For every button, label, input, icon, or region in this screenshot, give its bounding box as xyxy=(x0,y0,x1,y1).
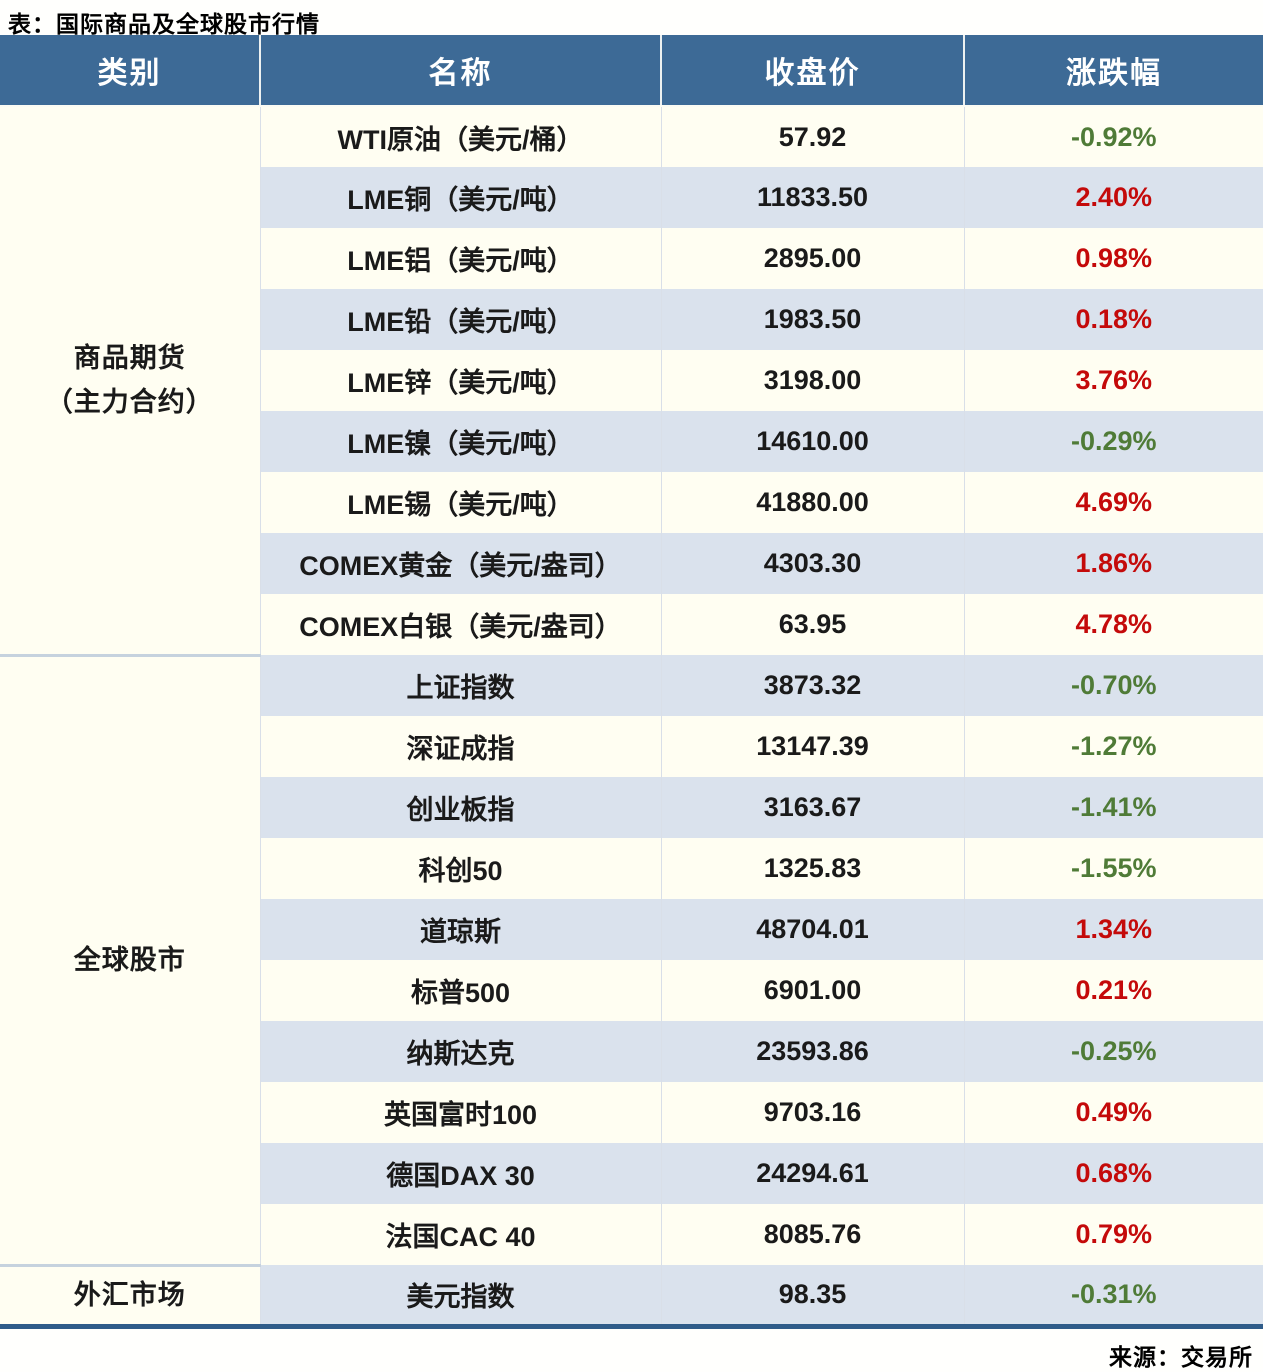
table-row: 德国DAX 30 24294.61 0.68% xyxy=(0,1143,1263,1204)
table-row: LME铜（美元/吨） 11833.50 2.40% xyxy=(0,167,1263,228)
category-label-line: 外汇市场 xyxy=(73,1279,186,1310)
instrument-name: LME锡（美元/吨） xyxy=(259,472,661,533)
table-row: 道琼斯 48704.01 1.34% xyxy=(0,899,1263,960)
instrument-name: 深证成指 xyxy=(259,716,661,777)
table-row: LME锡（美元/吨） 41880.00 4.69% xyxy=(0,472,1263,533)
close-price: 3163.67 xyxy=(660,777,964,838)
table-header: 类别 名称 收盘价 涨跌幅 xyxy=(0,35,1263,107)
instrument-name: 上证指数 xyxy=(259,655,661,716)
table-row: 科创50 1325.83 -1.55% xyxy=(0,838,1263,899)
table-row: LME锌（美元/吨） 3198.00 3.76% xyxy=(0,350,1263,411)
close-price: 63.95 xyxy=(660,594,964,655)
category-cell: 外汇市场 xyxy=(0,1265,260,1326)
change-percent: 0.79% xyxy=(963,1204,1263,1265)
page-title: 表：国际商品及全球股市行情 xyxy=(8,11,320,37)
table-body: 商品期货 （主力合约） WTI原油（美元/桶） 57.92 -0.92% LME铜（美元/… xyxy=(0,106,1263,1326)
instrument-name: LME铅（美元/吨） xyxy=(259,289,661,350)
table-row: 外汇市场 美元指数 98.35 -0.31% xyxy=(0,1265,1263,1326)
instrument-name: 标普500 xyxy=(259,960,661,1021)
instrument-name: COMEX黄金（美元/盎司） xyxy=(259,533,661,594)
instrument-name: LME锌（美元/吨） xyxy=(259,350,661,411)
instrument-name: LME镍（美元/吨） xyxy=(259,411,661,472)
change-percent: 0.49% xyxy=(963,1082,1263,1143)
instrument-name: WTI原油（美元/桶） xyxy=(259,106,661,167)
source-note: 来源：交易所 xyxy=(1109,1343,1253,1370)
col-header-change: 涨跌幅 xyxy=(963,35,1263,107)
change-percent: -0.31% xyxy=(963,1265,1263,1326)
table-row: COMEX白银（美元/盎司） 63.95 4.78% xyxy=(0,594,1263,655)
change-percent: 2.40% xyxy=(963,167,1263,228)
instrument-name: 科创50 xyxy=(259,838,661,899)
instrument-name: 法国CAC 40 xyxy=(259,1204,661,1265)
change-percent: -0.25% xyxy=(963,1021,1263,1082)
change-percent: -0.92% xyxy=(963,106,1263,167)
change-percent: 0.68% xyxy=(963,1143,1263,1204)
close-price: 9703.16 xyxy=(660,1082,964,1143)
table-row: LME铝（美元/吨） 2895.00 0.98% xyxy=(0,228,1263,289)
col-header-name: 名称 xyxy=(259,35,661,107)
close-price: 3198.00 xyxy=(660,350,964,411)
table-row: COMEX黄金（美元/盎司） 4303.30 1.86% xyxy=(0,533,1263,594)
close-price: 11833.50 xyxy=(660,167,964,228)
change-percent: -0.29% xyxy=(963,411,1263,472)
change-percent: 4.78% xyxy=(963,594,1263,655)
category-label-line: 商品期货 xyxy=(73,342,186,373)
change-percent: -1.55% xyxy=(963,838,1263,899)
change-percent: 3.76% xyxy=(963,350,1263,411)
instrument-name: COMEX白银（美元/盎司） xyxy=(259,594,661,655)
change-percent: -0.70% xyxy=(963,655,1263,716)
close-price: 1983.50 xyxy=(660,289,964,350)
table-row: LME铅（美元/吨） 1983.50 0.18% xyxy=(0,289,1263,350)
instrument-name: 纳斯达克 xyxy=(259,1021,661,1082)
instrument-name: 德国DAX 30 xyxy=(259,1143,661,1204)
change-percent: -1.41% xyxy=(963,777,1263,838)
instrument-name: 英国富时100 xyxy=(259,1082,661,1143)
change-percent: 1.86% xyxy=(963,533,1263,594)
category-label-line: 全球股市 xyxy=(73,944,186,975)
table-row: 全球股市 上证指数 3873.32 -0.70% xyxy=(0,655,1263,1267)
table-row: LME镍（美元/吨） 14610.00 -0.29% xyxy=(0,411,1263,472)
col-header-close: 收盘价 xyxy=(660,35,964,107)
close-price: 1325.83 xyxy=(660,838,964,899)
change-percent: 1.34% xyxy=(963,899,1263,960)
table-row: 纳斯达克 23593.86 -0.25% xyxy=(0,1021,1263,1082)
close-price: 48704.01 xyxy=(660,899,964,960)
close-price: 23593.86 xyxy=(660,1021,964,1082)
close-price: 24294.61 xyxy=(660,1143,964,1204)
close-price: 14610.00 xyxy=(660,411,964,472)
table-row: 创业板指 3163.67 -1.41% xyxy=(0,777,1263,838)
change-percent: 0.21% xyxy=(963,960,1263,1021)
category-label-line: （主力合约） xyxy=(45,387,214,418)
close-price: 2895.00 xyxy=(660,228,964,289)
close-price: 98.35 xyxy=(660,1265,964,1326)
table-row: 法国CAC 40 8085.76 0.79% xyxy=(0,1204,1263,1265)
category-cell: 商品期货 （主力合约） xyxy=(0,106,260,657)
close-price: 41880.00 xyxy=(660,472,964,533)
col-header-category: 类别 xyxy=(0,35,260,107)
header-row: 类别 名称 收盘价 涨跌幅 xyxy=(0,35,1263,107)
market-table: 类别 名称 收盘价 涨跌幅 商品期货 （主力合约） WTI原油（美元/桶） 57.92… xyxy=(0,35,1263,1329)
instrument-name: LME铜（美元/吨） xyxy=(259,167,661,228)
change-percent: 0.98% xyxy=(963,228,1263,289)
instrument-name: 道琼斯 xyxy=(259,899,661,960)
instrument-name: LME铝（美元/吨） xyxy=(259,228,661,289)
close-price: 6901.00 xyxy=(660,960,964,1021)
close-price: 8085.76 xyxy=(660,1204,964,1265)
close-price: 57.92 xyxy=(660,106,964,167)
table-row: 标普500 6901.00 0.21% xyxy=(0,960,1263,1021)
table-row: 英国富时100 9703.16 0.49% xyxy=(0,1082,1263,1143)
close-price: 13147.39 xyxy=(660,716,964,777)
table-row: 商品期货 （主力合约） WTI原油（美元/桶） 57.92 -0.92% xyxy=(0,106,1263,657)
table-row: 深证成指 13147.39 -1.27% xyxy=(0,716,1263,777)
change-percent: 0.18% xyxy=(963,289,1263,350)
change-percent: -1.27% xyxy=(963,716,1263,777)
close-price: 3873.32 xyxy=(660,655,964,716)
instrument-name: 美元指数 xyxy=(259,1265,661,1326)
close-price: 4303.30 xyxy=(660,533,964,594)
instrument-name: 创业板指 xyxy=(259,777,661,838)
category-cell: 全球股市 xyxy=(0,655,260,1267)
change-percent: 4.69% xyxy=(963,472,1263,533)
